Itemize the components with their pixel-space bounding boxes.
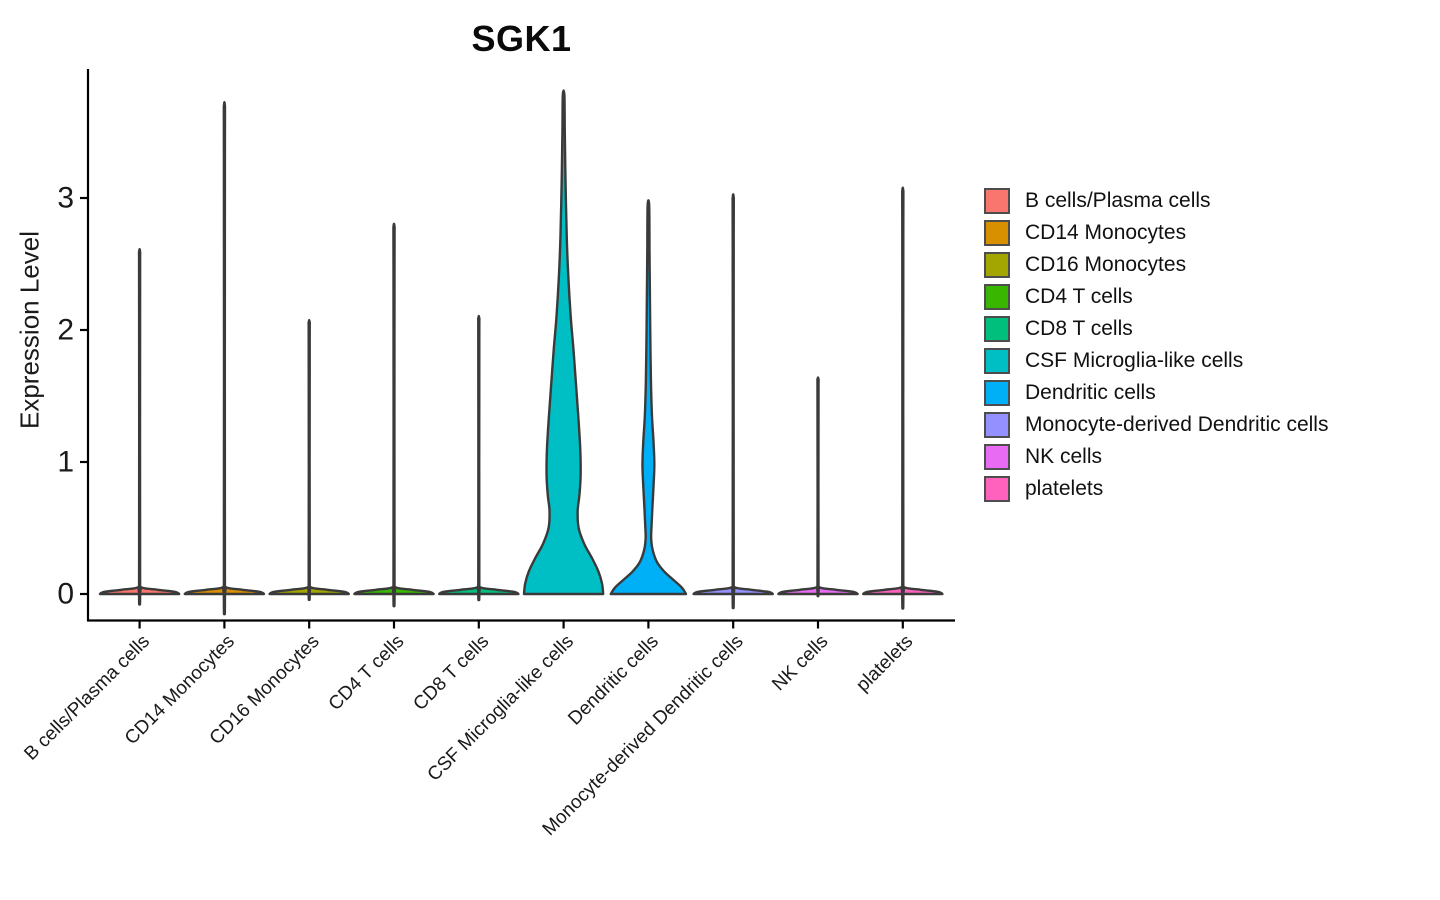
legend-swatch <box>984 412 1010 438</box>
legend-label: CD16 Monocytes <box>1025 253 1187 276</box>
violin-csf-microglia-like-cells <box>522 89 605 596</box>
legend-label: B cells/Plasma cells <box>1025 189 1211 212</box>
legend-swatch <box>984 444 1010 470</box>
legend-swatch <box>984 348 1010 374</box>
violin-nk-cells <box>777 376 859 598</box>
legend-item-cd14-monocytes: CD14 Monocytes <box>984 220 1328 246</box>
violin-b-cells-plasma-cells <box>98 247 181 606</box>
legend-label: platelets <box>1025 477 1104 500</box>
x-tick-label-nk-cells: NK cells <box>768 631 832 695</box>
x-tick-label-csf-microglia-like-cells: CSF Microglia-like cells <box>424 631 578 785</box>
violin-monocyte-derived-dendritic-cells <box>692 193 774 610</box>
legend-item-cd16-monocytes: CD16 Monocytes <box>984 252 1328 278</box>
legend-item-cd4-t-cells: CD4 T cells <box>984 284 1328 310</box>
legend-item-csf-microglia-like-cells: CSF Microglia-like cells <box>984 348 1328 374</box>
x-tick-label-cd8-t-cells: CD8 T cells <box>409 631 493 715</box>
violin-cd8-t-cells <box>438 314 520 602</box>
violin-cd4-t-cells <box>353 222 435 608</box>
legend-label: Monocyte-derived Dendritic cells <box>1025 413 1329 436</box>
legend-label: CSF Microglia-like cells <box>1025 349 1244 372</box>
legend-label: CD14 Monocytes <box>1025 221 1187 244</box>
legend-swatch <box>984 380 1010 406</box>
legend-label: CD8 T cells <box>1025 317 1133 340</box>
legend-label: NK cells <box>1025 445 1103 468</box>
y-tick-label: 0 <box>57 578 74 611</box>
legend-item-nk-cells: NK cells <box>984 444 1328 470</box>
y-tick-label: 3 <box>57 182 74 215</box>
violin-dendritic-cells <box>609 199 688 596</box>
violin-cd14-monocytes <box>183 100 266 616</box>
legend-swatch <box>984 284 1010 310</box>
legend-item-dendritic-cells: Dendritic cells <box>984 380 1328 406</box>
violin-platelets <box>862 186 944 610</box>
legend-swatch <box>984 252 1010 278</box>
legend-swatch <box>984 220 1010 246</box>
legend-swatch <box>984 316 1010 342</box>
legend-item-monocyte-derived-dendritic-cells: Monocyte-derived Dendritic cells <box>984 412 1328 438</box>
legend-label: CD4 T cells <box>1025 285 1133 308</box>
legend-label: Dendritic cells <box>1025 381 1156 404</box>
x-tick-label-cd4-t-cells: CD4 T cells <box>325 631 409 715</box>
violin-cd16-monocytes <box>268 318 350 601</box>
legend-item-platelets: platelets <box>984 476 1328 502</box>
x-tick-label-platelets: platelets <box>852 631 917 696</box>
y-tick-label: 1 <box>57 446 74 479</box>
legend-swatch <box>984 476 1010 502</box>
chart-title: SGK1 <box>471 18 572 59</box>
legend: B cells/Plasma cells CD14 Monocytes CD16… <box>984 188 1328 508</box>
legend-item-b-cells-plasma-cells: B cells/Plasma cells <box>984 188 1328 214</box>
legend-item-cd8-t-cells: CD8 T cells <box>984 316 1328 342</box>
y-tick-label: 2 <box>57 314 74 347</box>
legend-swatch <box>984 188 1010 214</box>
